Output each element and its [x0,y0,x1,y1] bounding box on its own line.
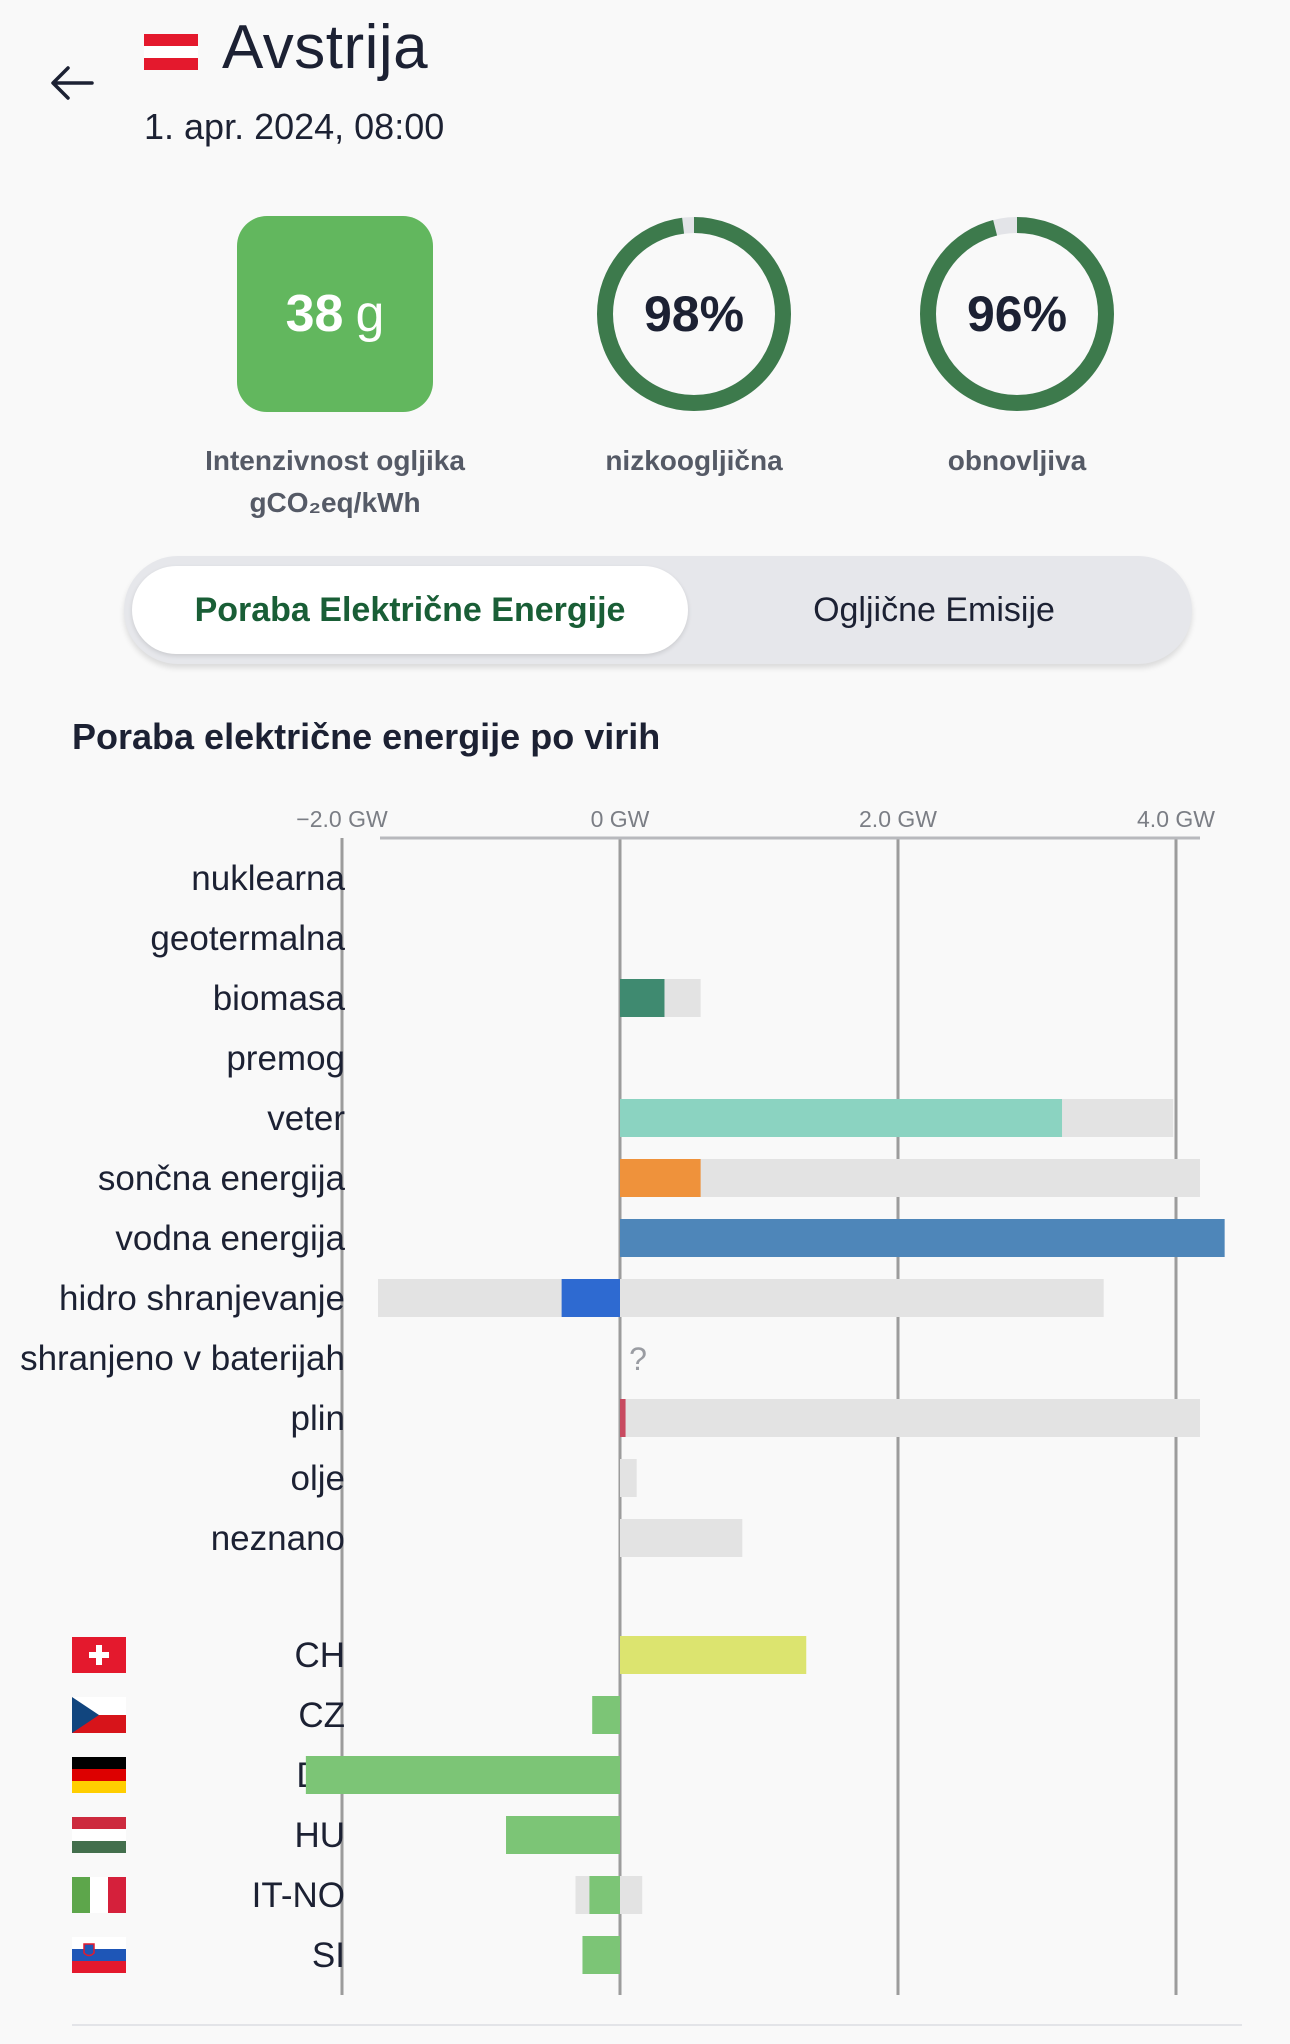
source-label: hidro shranjevanje [59,1279,345,1318]
exchange-label: CH [294,1636,345,1675]
renewable-stat: 96% obnovljiva [867,216,1167,482]
austria-flag-icon [144,34,198,70]
low-carbon-label: nizkoogljična [605,445,783,476]
x-tick-label: 2.0 GW [859,806,937,832]
exchange-bar [506,1816,620,1854]
low-carbon-percent: 98% [643,286,745,342]
divider [72,2024,1242,2026]
back-button[interactable] [44,55,100,111]
view-toggle: Poraba Električne Energije Ogljične Emis… [124,556,1192,664]
page-title: Avstrija [222,13,429,82]
it-flag-icon [72,1877,126,1913]
source-bar [620,1099,1063,1137]
tab-carbon-emissions[interactable]: Ogljične Emisije [813,590,1055,629]
low-carbon-stat: 98% nizkoogljična [544,216,844,482]
si-flag-icon [72,1937,126,1973]
renewable-ring: 96% [919,216,1115,412]
exchange-bar [620,1636,807,1674]
source-label: shranjeno v baterijah [20,1339,345,1378]
source-label: plin [291,1399,345,1438]
source-label: sončna energija [98,1159,346,1198]
source-label: premog [226,1039,345,1078]
carbon-intensity-value: 38 [285,285,344,343]
source-label: nuklearna [191,859,345,898]
capacity-bar [620,1399,1200,1437]
source-label: geotermalna [150,919,345,958]
carbon-intensity-unit: g [355,285,385,343]
tab-electricity-consumption[interactable]: Poraba Električne Energije [132,566,688,654]
datetime-label: 1. apr. 2024, 08:00 [144,106,445,147]
x-tick-label: 0 GW [591,806,650,832]
exchange-bar [305,1756,620,1794]
source-label: vodna energija [115,1219,345,1258]
source-bar [620,1159,701,1197]
capacity-bar [378,1279,1104,1317]
source-bar [620,979,665,1017]
unknown-marker: ? [629,1341,647,1377]
exchange-label: CZ [298,1696,345,1735]
source-label: biomasa [213,979,346,1018]
exchange-label: SI [312,1936,345,1975]
electricity-sources-chart: −2.0 GW0 GW2.0 GW4.0 GW6.0 GW8.0 GWnukle… [20,806,1225,1995]
exchange-label: HU [294,1816,345,1855]
exchange-bar [582,1936,620,1974]
capacity-bar [620,1159,1200,1197]
source-bar [561,1279,620,1317]
exchange-bar [589,1876,620,1914]
carbon-intensity-unit-label: gCO₂eq/kWh [249,487,421,518]
low-carbon-ring: 98% [596,216,792,412]
renewable-percent: 96% [966,286,1068,342]
hu-flag-icon [72,1817,126,1853]
x-tick-label: −2.0 GW [296,806,388,832]
cz-flag-icon [72,1697,126,1733]
source-label: olje [291,1459,345,1498]
renewable-label: obnovljiva [947,445,1087,476]
exchange-bar [592,1696,620,1734]
arrow-left-icon [51,66,94,100]
source-label: veter [267,1099,345,1138]
source-bar [620,1219,1225,1257]
de-flag-icon [72,1757,126,1793]
capacity-bar [620,1459,637,1497]
carbon-intensity-label: Intenzivnost ogljika [205,445,465,476]
carbon-intensity-badge: 38 g [237,216,433,412]
ch-flag-icon [72,1637,126,1673]
exchange-label: IT-NO [252,1876,345,1915]
x-tick-label: 4.0 GW [1137,806,1215,832]
carbon-intensity-stat: 38 g Intenzivnost ogljika gCO₂eq/kWh [185,216,485,524]
source-label: neznano [211,1519,345,1558]
source-bar [620,1399,626,1437]
capacity-bar [620,1519,743,1557]
section-title: Poraba električne energije po virih [72,716,661,757]
